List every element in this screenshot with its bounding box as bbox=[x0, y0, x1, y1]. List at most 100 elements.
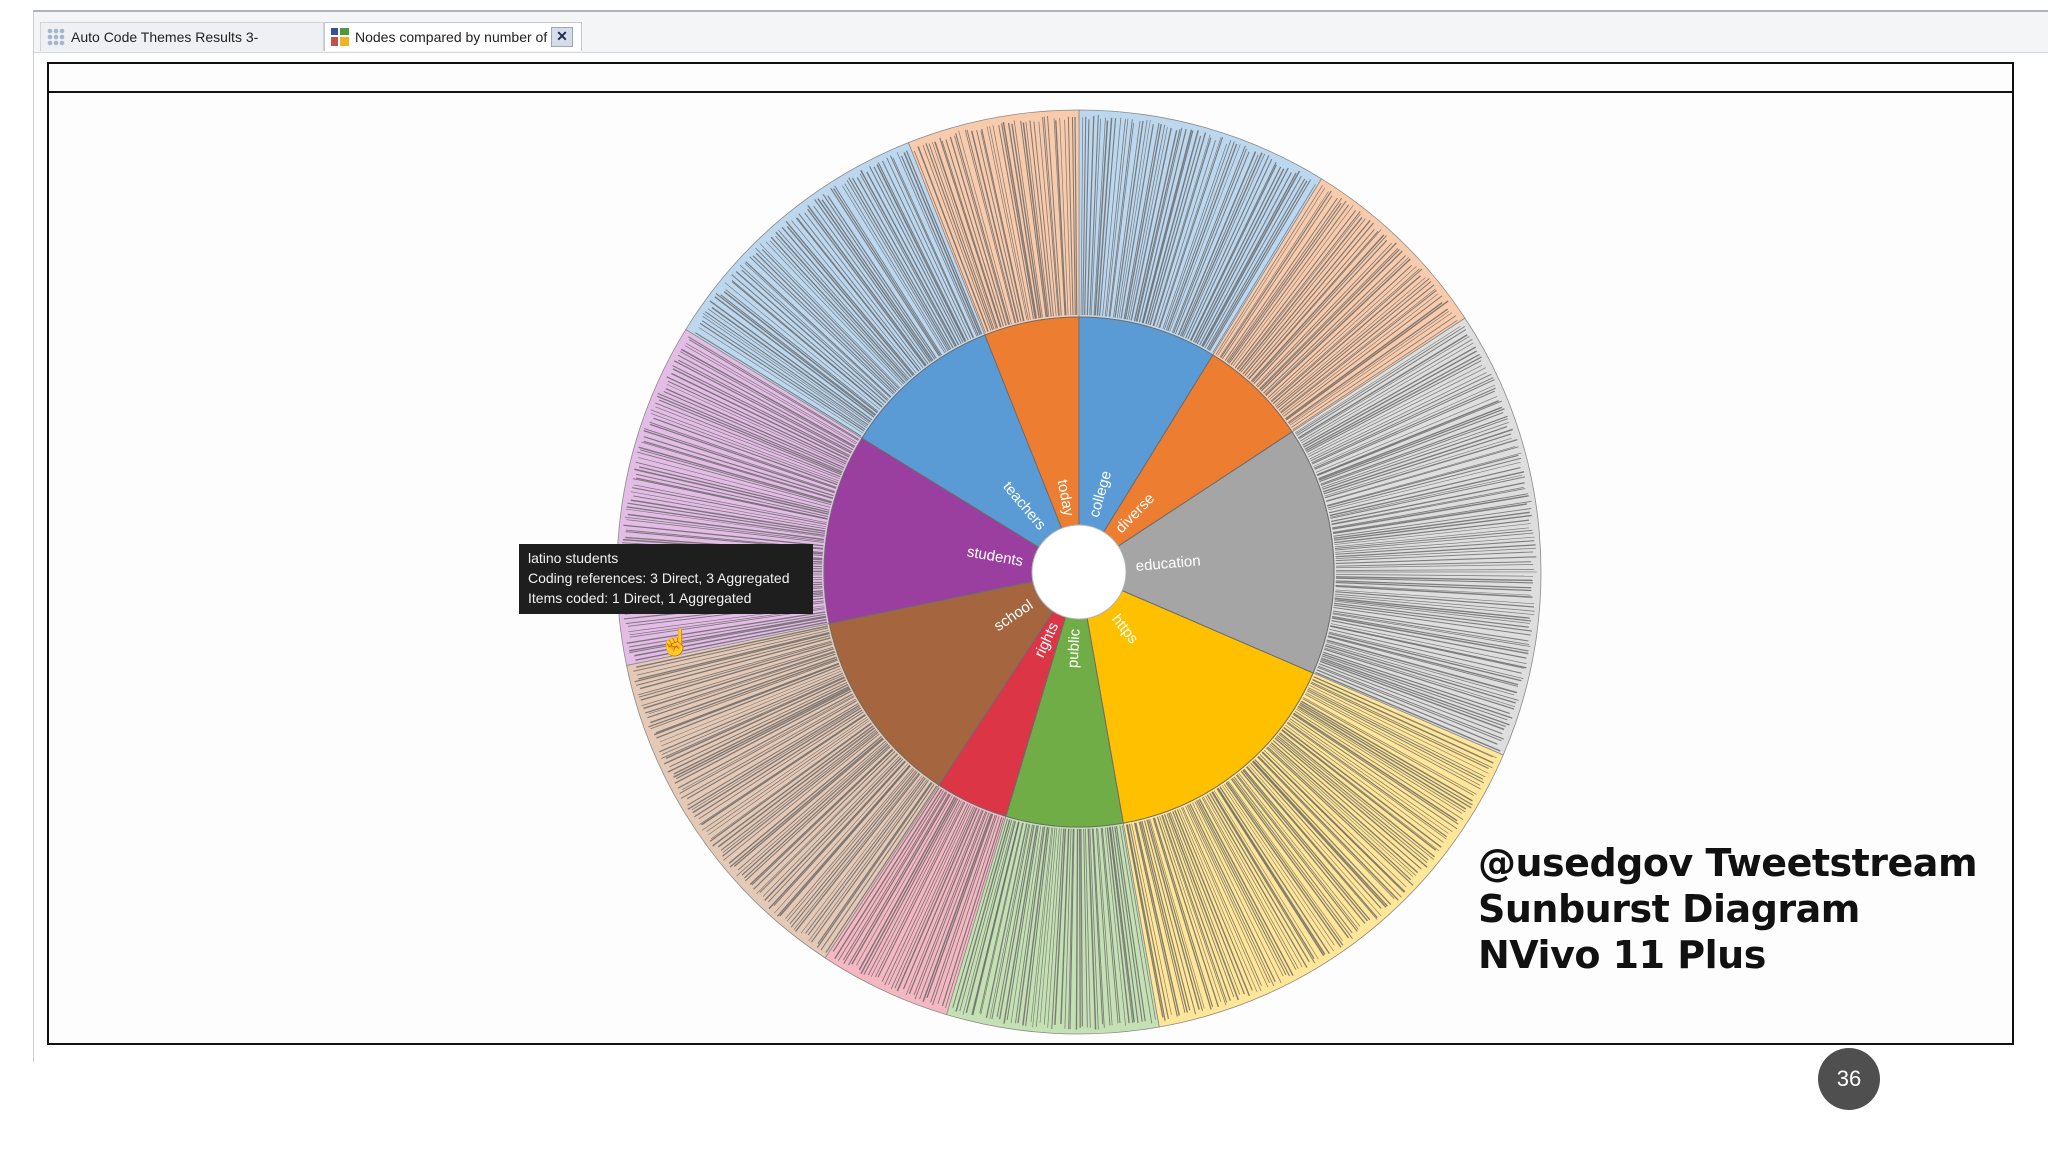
leaf-line bbox=[858, 796, 956, 971]
leaf-line bbox=[691, 706, 861, 811]
leaf-line bbox=[1330, 476, 1526, 519]
leaf-line bbox=[1096, 828, 1111, 1026]
leaf-line bbox=[686, 700, 857, 800]
leaf-line bbox=[681, 695, 854, 790]
leaf-line bbox=[1128, 823, 1170, 1020]
leaf-line bbox=[1033, 121, 1054, 317]
leaf-line bbox=[625, 508, 825, 537]
leaf-line bbox=[954, 135, 1009, 325]
leaf-line bbox=[1272, 275, 1421, 405]
leaf-line bbox=[741, 269, 888, 401]
leaf-line bbox=[1333, 607, 1531, 636]
leaf-line bbox=[827, 195, 937, 359]
leaf-line bbox=[959, 819, 1013, 1012]
leaf-line bbox=[1216, 788, 1325, 957]
leaf-line bbox=[846, 179, 949, 352]
leaf-line bbox=[1281, 293, 1439, 415]
leaf-line bbox=[1119, 825, 1153, 1024]
leaf-line bbox=[1060, 828, 1070, 1025]
leaf-line bbox=[1320, 659, 1506, 728]
leaf-line bbox=[1268, 745, 1414, 877]
leaf-line bbox=[1169, 812, 1241, 995]
leaf-line bbox=[1305, 692, 1481, 786]
leaf-line bbox=[1225, 782, 1342, 948]
leaf-line bbox=[1067, 116, 1074, 316]
leaf-line bbox=[634, 633, 830, 683]
leaf-line bbox=[922, 144, 992, 331]
leaf-line bbox=[1055, 120, 1067, 316]
leaf-line bbox=[688, 336, 860, 440]
leaf-line bbox=[1068, 828, 1074, 1030]
leaf-line bbox=[1296, 329, 1467, 436]
page-number-badge: 36 bbox=[1818, 1048, 1880, 1110]
leaf-line bbox=[830, 187, 940, 357]
leaf-line bbox=[1003, 825, 1038, 1024]
leaf-line bbox=[751, 749, 894, 886]
leaf-line bbox=[1181, 807, 1262, 992]
leaf-line bbox=[1053, 118, 1066, 316]
leaf-line bbox=[667, 380, 847, 465]
leaf-line bbox=[1329, 628, 1522, 674]
leaf-line bbox=[1138, 128, 1187, 323]
leaf-line bbox=[807, 208, 926, 367]
leaf-line bbox=[971, 821, 1020, 1016]
leaf-line bbox=[638, 641, 832, 698]
leaf-line bbox=[1166, 813, 1235, 998]
leaf-line bbox=[1334, 519, 1530, 544]
leaf-line bbox=[1328, 631, 1524, 680]
leaf-line bbox=[816, 782, 933, 948]
leaf-line bbox=[626, 519, 824, 543]
leaf-line bbox=[744, 263, 891, 398]
leaf-line bbox=[640, 643, 833, 701]
leaf-line bbox=[759, 753, 899, 893]
leaf-line bbox=[996, 824, 1033, 1017]
leaf-line bbox=[731, 281, 883, 408]
leaf-line bbox=[1306, 690, 1485, 784]
leaf-line bbox=[709, 723, 872, 842]
leaf-line bbox=[832, 787, 940, 952]
leaf-line bbox=[1007, 122, 1040, 319]
leaf-line bbox=[1254, 759, 1392, 905]
leaf-line bbox=[998, 824, 1035, 1020]
leaf-line bbox=[744, 746, 891, 882]
leaf-line bbox=[952, 818, 1008, 1008]
tab-nodes-compared[interactable]: Nodes compared by number of ✕ bbox=[324, 22, 582, 51]
leaf-line bbox=[876, 164, 966, 343]
leaf-line bbox=[1161, 814, 1228, 1003]
leaf-line bbox=[1331, 486, 1524, 525]
leaf-line bbox=[1086, 115, 1095, 316]
leaf-line bbox=[630, 491, 827, 527]
leaf-line bbox=[1248, 764, 1382, 917]
close-tab-button[interactable]: ✕ bbox=[551, 27, 573, 47]
leaf-line bbox=[1327, 452, 1522, 506]
leaf-line bbox=[1288, 720, 1449, 834]
leaf-line bbox=[785, 220, 915, 376]
leaf-line bbox=[749, 256, 894, 395]
leaf-line bbox=[1211, 791, 1316, 964]
leaf-line bbox=[807, 777, 926, 936]
tab-auto-code-themes[interactable]: Auto Code Themes Results 3- bbox=[40, 22, 324, 51]
leaf-line bbox=[1300, 700, 1473, 802]
leaf-line bbox=[1109, 827, 1135, 1023]
leaf-line bbox=[905, 809, 983, 996]
sunburst-center[interactable] bbox=[1031, 524, 1127, 620]
leaf-line bbox=[1149, 132, 1207, 326]
leaf-line bbox=[643, 440, 834, 499]
leaf-line bbox=[1335, 577, 1533, 584]
leaf-line bbox=[1087, 828, 1097, 1030]
leaf-line bbox=[1250, 762, 1382, 909]
leaf-line bbox=[781, 226, 912, 378]
leaf-line bbox=[1099, 117, 1117, 316]
leaf-line bbox=[848, 177, 950, 351]
leaf-line bbox=[941, 816, 1003, 1007]
leaf-line bbox=[653, 417, 838, 486]
leaf-line bbox=[939, 137, 1002, 328]
leaf-line bbox=[1281, 729, 1440, 852]
leaf-line bbox=[1195, 800, 1287, 976]
leaf-line bbox=[989, 823, 1030, 1019]
leaf-line bbox=[1310, 682, 1489, 770]
leaf-line bbox=[632, 487, 827, 525]
leaf-line bbox=[708, 720, 870, 836]
leaf-line bbox=[1324, 437, 1512, 497]
leaf-line bbox=[1223, 783, 1335, 946]
